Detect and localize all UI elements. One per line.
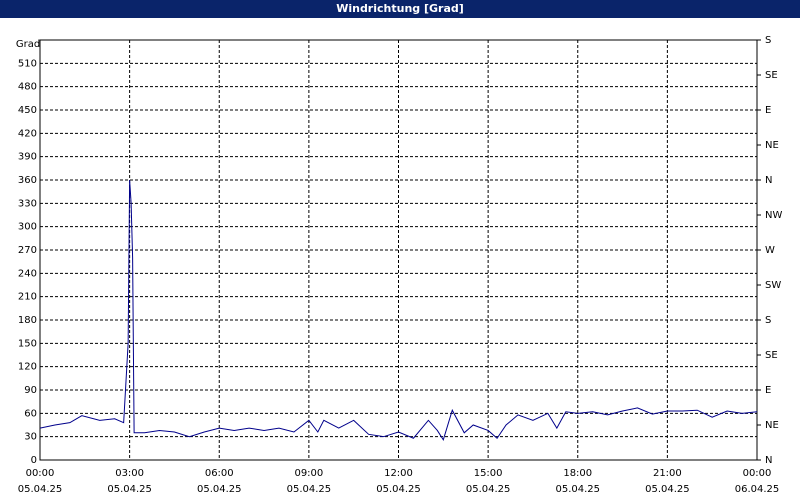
data-line xyxy=(39,179,758,441)
x-tick-label: 00:00 xyxy=(26,468,55,479)
x-tick-date: 05.04.25 xyxy=(107,484,152,495)
y-tick-label: 210 xyxy=(18,292,37,303)
y-tick-label: 480 xyxy=(18,82,37,93)
y-tick-label: 120 xyxy=(18,362,37,373)
y-tick-label: 0 xyxy=(31,455,37,466)
x-tick-date: 06.04.25 xyxy=(735,484,780,495)
x-tick-date: 05.04.25 xyxy=(18,484,63,495)
y-tick-label: 270 xyxy=(18,245,37,256)
x-tick-label: 18:00 xyxy=(563,468,592,479)
y-tick-label: 240 xyxy=(18,268,37,279)
y2-tick-label: S xyxy=(765,315,771,326)
y2-tick-label: E xyxy=(765,105,771,116)
x-tick-label: 06:00 xyxy=(205,468,234,479)
x-tick-label: 03:00 xyxy=(115,468,144,479)
x-tick-label: 21:00 xyxy=(653,468,682,479)
x-tick-date: 05.04.25 xyxy=(287,484,332,495)
y-tick-label: 90 xyxy=(24,385,37,396)
y2-tick-label: N xyxy=(765,455,772,466)
y2-tick-label: NW xyxy=(765,210,782,221)
y2-tick-label: SE xyxy=(765,70,778,81)
y2-tick-label: SW xyxy=(765,280,781,291)
x-tick-date: 05.04.25 xyxy=(645,484,690,495)
chart-title: Windrichtung [Grad] xyxy=(336,2,464,15)
y2-tick-label: E xyxy=(765,385,771,396)
y-tick-label: 450 xyxy=(18,105,37,116)
y2-tick-label: N xyxy=(765,175,772,186)
y2-tick-label: W xyxy=(765,245,775,256)
y-tick-label: 330 xyxy=(18,198,37,209)
y-tick-label: 360 xyxy=(18,175,37,186)
x-tick-date: 05.04.25 xyxy=(466,484,511,495)
x-tick-date: 05.04.25 xyxy=(197,484,242,495)
x-tick-label: 00:00 xyxy=(743,468,772,479)
x-tick-label: 12:00 xyxy=(384,468,413,479)
y-tick-label: 150 xyxy=(18,338,37,349)
y2-tick-label: SE xyxy=(765,350,778,361)
y2-tick-label: NE xyxy=(765,140,779,151)
y-tick-label: 60 xyxy=(24,408,37,419)
y-tick-label: 300 xyxy=(18,222,37,233)
y-tick-label: 390 xyxy=(18,152,37,163)
title-bar xyxy=(0,0,800,18)
x-tick-date: 05.04.25 xyxy=(376,484,421,495)
y-axis-label: Grad xyxy=(16,39,40,50)
y-tick-label: 420 xyxy=(18,128,37,139)
x-tick-label: 15:00 xyxy=(474,468,503,479)
x-tick-date: 05.04.25 xyxy=(555,484,600,495)
y2-tick-label: NE xyxy=(765,420,779,431)
y-tick-label: 510 xyxy=(18,58,37,69)
y-tick-label: 180 xyxy=(18,315,37,326)
x-tick-label: 09:00 xyxy=(294,468,323,479)
y2-tick-label: S xyxy=(765,35,771,46)
plot-border xyxy=(39,39,758,461)
y-tick-label: 30 xyxy=(24,432,37,443)
